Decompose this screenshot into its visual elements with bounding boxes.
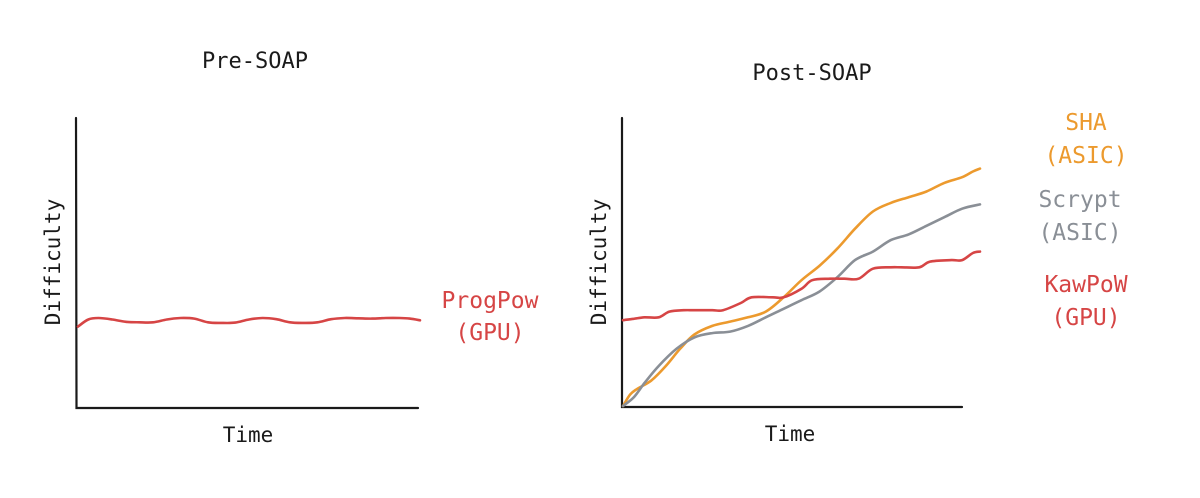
axes-pre-soap	[74, 116, 420, 410]
legend-post-soap: SHA (ASIC) Scrypt (ASIC) KawPoW (GPU)	[1038, 110, 1127, 331]
series-line-scrypt	[621, 203, 982, 408]
y-axis-label-post-soap: Difficulty	[587, 199, 611, 325]
legend-label-line: SHA	[1065, 110, 1107, 136]
legend-label-line: Scrypt	[1038, 187, 1121, 213]
legend-pre-soap: ProgPow (GPU)	[442, 288, 539, 346]
series-line-kawpow	[621, 250, 982, 322]
axes-post-soap	[620, 116, 964, 409]
legend-label-line: (GPU)	[1051, 305, 1120, 331]
chart-pre-soap: Pre-SOAP Time Difficulty ProgPow (GPU)	[41, 49, 539, 447]
chart-title-post-soap: Post-SOAP	[752, 61, 871, 86]
legend-label-progpow: ProgPow (GPU)	[442, 288, 539, 346]
series-group-post-soap	[621, 167, 982, 408]
legend-label-kawpow: KawPoW (GPU)	[1044, 272, 1127, 331]
series-group-pre-soap	[76, 316, 422, 328]
x-axis-label-post-soap: Time	[765, 422, 816, 446]
y-axis-label-pre-soap: Difficulty	[41, 199, 65, 325]
series-line-sha	[621, 167, 982, 408]
chart-post-soap: Post-SOAP Time Difficulty SHA (ASIC)Scryp…	[587, 61, 1128, 446]
legend-label-sha: SHA (ASIC)	[1044, 110, 1127, 169]
chart-title-pre-soap: Pre-SOAP	[202, 49, 308, 74]
x-axis-label-pre-soap: Time	[223, 423, 274, 447]
legend-label-line: (GPU)	[455, 320, 524, 346]
legend-label-line: KawPoW	[1044, 272, 1127, 298]
series-line-progpow	[76, 316, 422, 328]
legend-label-line: (ASIC)	[1044, 143, 1127, 169]
legend-label-line: (ASIC)	[1038, 220, 1121, 246]
legend-label-line: ProgPow	[442, 288, 539, 314]
legend-label-scrypt: Scrypt (ASIC)	[1038, 187, 1121, 246]
